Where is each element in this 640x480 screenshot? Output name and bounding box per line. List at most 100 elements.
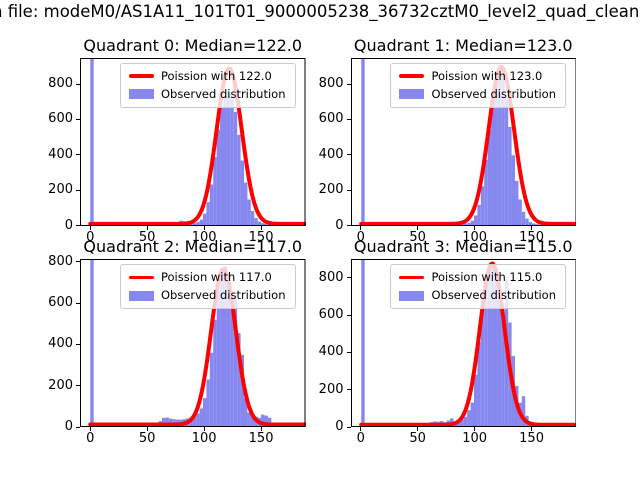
x-tick-mark <box>89 427 91 431</box>
histogram-bar <box>233 294 238 427</box>
subplot-quadrant-1: Quadrant 1: Median=123.0 Poission with 1… <box>319 36 576 245</box>
x-tick-label: 100 <box>462 431 488 446</box>
y-tick-mark <box>346 154 351 156</box>
axes-spines <box>80 57 306 226</box>
legend-label-poisson: Poission with 122.0 <box>160 68 272 83</box>
y-tick-mark <box>76 426 80 428</box>
legend-entry-poisson: Poission with 115.0 <box>399 270 556 285</box>
histogram-bar <box>192 222 197 226</box>
y-tick-mark <box>76 385 80 387</box>
y-tick-mark <box>76 154 80 156</box>
x-tick-mark <box>417 427 419 431</box>
histogram-bar <box>244 398 248 427</box>
histogram-bar <box>237 134 241 226</box>
legend-entry-observed: Observed distribution <box>399 87 556 102</box>
legend: Poission with 122.0 Observed distributio… <box>119 62 296 108</box>
x-tick-label: 0 <box>356 229 365 245</box>
histogram-bar <box>216 290 221 427</box>
poisson-curve <box>358 64 576 226</box>
y-tick-mark <box>346 314 351 316</box>
x-tick-label: 50 <box>138 431 156 446</box>
histogram-bar <box>206 379 210 427</box>
histogram-bar <box>226 90 231 226</box>
plot-area <box>350 259 576 427</box>
legend-patch-swatch <box>128 290 154 301</box>
legend-label-observed: Observed distribution <box>160 288 286 302</box>
y-tick-label: 0 <box>335 419 344 434</box>
histogram-bar <box>220 106 224 226</box>
histogram-bar <box>531 223 535 226</box>
x-tick-mark <box>260 225 262 230</box>
histogram-bar <box>196 413 200 427</box>
histogram-bar <box>250 210 255 226</box>
x-tick-mark <box>203 225 205 230</box>
histogram-bar <box>483 281 488 427</box>
histogram-bar <box>230 93 234 226</box>
histogram-bar <box>203 398 207 427</box>
histogram-bar <box>240 354 244 427</box>
histogram-bar <box>264 415 268 427</box>
y-tick-label: 600 <box>48 295 73 311</box>
histogram-bar <box>494 79 498 226</box>
figure-suptitle: n file: modeM0/AS1A11_101T01_9000005238_… <box>0 2 640 21</box>
histogram-bar <box>267 417 272 427</box>
legend: Poission with 117.0 Observed distributio… <box>119 264 296 309</box>
x-tick-mark <box>89 225 91 230</box>
histogram-bar <box>514 180 518 226</box>
histogram-bar <box>196 221 200 226</box>
histogram-bar <box>244 182 248 226</box>
poisson-curve <box>88 65 306 226</box>
y-tick-label: 0 <box>64 217 73 233</box>
legend-entry-observed: Observed distribution <box>399 288 556 303</box>
histogram-bar <box>230 309 234 427</box>
x-tick-label: 100 <box>191 431 217 446</box>
y-tick-mark <box>346 426 351 428</box>
histogram-bar <box>213 156 217 226</box>
histogram-bar <box>216 129 221 226</box>
axes-spines <box>350 259 576 427</box>
legend-line-swatch <box>128 74 154 78</box>
legend-label-observed: Observed distribution <box>431 288 556 302</box>
histogram-bar <box>497 65 501 226</box>
y-tick-label: 0 <box>335 217 344 233</box>
y-tick-mark <box>76 343 80 345</box>
x-tick-label: 100 <box>462 229 488 245</box>
legend-label-observed: Observed distribution <box>160 86 286 101</box>
histogram-bar <box>466 410 471 427</box>
x-tick-label: 0 <box>86 229 95 245</box>
y-tick-mark <box>76 83 80 85</box>
legend-patch-swatch <box>128 89 154 99</box>
histogram-bar <box>459 223 464 226</box>
legend: Poission with 115.0 Observed distributio… <box>390 264 566 309</box>
histogram-bar <box>470 220 474 226</box>
x-tick-mark <box>417 225 419 230</box>
legend-label-poisson: Poission with 115.0 <box>431 270 543 284</box>
y-tick-label: 200 <box>48 182 73 198</box>
histogram-bar <box>90 57 94 226</box>
x-tick-mark <box>360 427 362 431</box>
x-tick-mark <box>146 225 148 230</box>
histogram-bar <box>237 333 241 427</box>
legend-label-poisson: Poission with 123.0 <box>431 68 543 83</box>
y-tick-label: 400 <box>48 336 73 352</box>
histogram-bar <box>247 198 251 226</box>
histogram-bar <box>459 419 464 427</box>
subplot-title: Quadrant 2: Median=117.0 <box>83 237 303 256</box>
histogram-bar <box>476 204 481 226</box>
y-tick-label: 400 <box>48 146 73 162</box>
histogram-bar <box>209 183 214 226</box>
histogram-bar <box>209 352 214 427</box>
legend-entry-poisson: Poission with 123.0 <box>399 69 556 84</box>
histogram-bar <box>487 266 491 427</box>
histogram-bar <box>517 198 522 226</box>
subplot-title: Quadrant 0: Median=122.0 <box>83 35 303 55</box>
histogram-bar <box>487 129 491 226</box>
poisson-curve <box>88 266 306 427</box>
y-tick-label: 0 <box>64 419 73 434</box>
x-tick-mark <box>203 427 205 431</box>
legend-line-swatch <box>128 275 154 280</box>
histogram-bar <box>233 111 238 226</box>
x-tick-label: 0 <box>86 431 95 446</box>
histogram-bar <box>247 412 251 427</box>
